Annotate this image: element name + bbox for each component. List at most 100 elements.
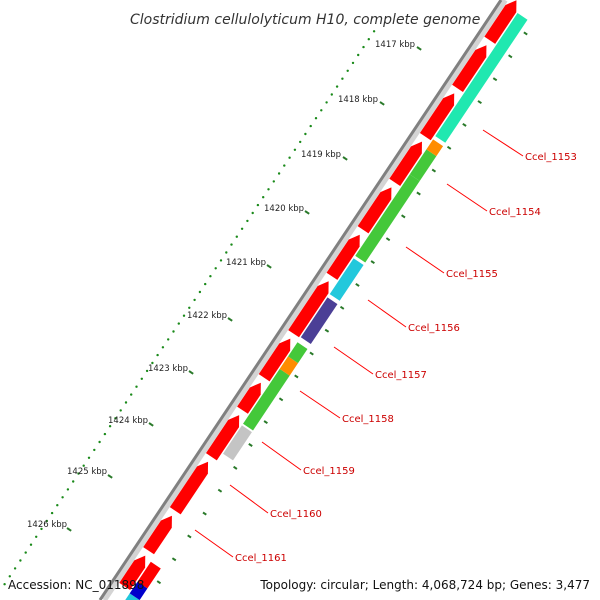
tick-label: 1420 kbp bbox=[264, 204, 304, 214]
tick-dot bbox=[357, 53, 360, 57]
tick-mark bbox=[355, 282, 360, 287]
reverse-gene-block bbox=[223, 425, 252, 461]
tick-mark bbox=[401, 214, 406, 219]
tick-dot bbox=[35, 535, 38, 538]
tick-dot bbox=[362, 45, 365, 49]
forward-gene-arrow bbox=[288, 281, 329, 338]
tick-dot bbox=[204, 282, 207, 286]
forward-gene-arrow bbox=[419, 93, 455, 141]
gene-label-ccel-1159: Ccel_1159 bbox=[303, 466, 355, 477]
tick-dot bbox=[24, 551, 27, 554]
forward-gene-arrow bbox=[357, 187, 392, 234]
tick-label: 1419 kbp bbox=[301, 150, 341, 160]
forward-gene-arrow bbox=[452, 45, 487, 93]
tick-mark bbox=[217, 488, 223, 493]
tick-dot bbox=[45, 519, 48, 523]
tick-dot bbox=[225, 251, 228, 254]
leader-line bbox=[333, 346, 374, 375]
tick-dot bbox=[119, 409, 122, 412]
accession-text: Accession: NC_011898 bbox=[8, 578, 145, 592]
tick-mark bbox=[339, 305, 345, 310]
tick-mark bbox=[266, 264, 272, 269]
reverse-gene-block bbox=[426, 139, 444, 157]
tick-dot bbox=[277, 172, 281, 175]
tick-dot bbox=[145, 369, 149, 373]
tick-mark bbox=[227, 317, 233, 322]
tick-dot bbox=[283, 164, 286, 167]
tick-dot bbox=[293, 148, 297, 151]
tick-dot bbox=[135, 385, 138, 388]
tick-dot bbox=[93, 448, 96, 452]
tick-dot bbox=[66, 488, 70, 491]
tick-mark bbox=[187, 534, 192, 539]
forward-gene-arrow bbox=[143, 515, 172, 555]
tick-dot bbox=[193, 298, 196, 302]
tick-label: 1422 kbp bbox=[187, 311, 227, 321]
genome-backbone-edge bbox=[98, 0, 503, 600]
forward-gene-arrow bbox=[389, 141, 422, 186]
tick-label: 1424 kbp bbox=[108, 416, 148, 426]
tick-dot bbox=[114, 417, 117, 420]
tick-label: 1418 kbp bbox=[338, 95, 378, 105]
tick-dot bbox=[72, 480, 75, 483]
tick-dot bbox=[320, 109, 323, 112]
tick-mark bbox=[431, 168, 437, 173]
tick-dot bbox=[230, 243, 233, 246]
genome-title: Clostridium cellulolyticum H10, complete… bbox=[130, 12, 480, 28]
tick-dot bbox=[77, 472, 80, 475]
tick-label: 1421 kbp bbox=[226, 258, 266, 268]
forward-gene-arrow bbox=[484, 0, 517, 44]
tick-mark bbox=[309, 351, 314, 356]
gene-label-ccel-1156: Ccel_1156 bbox=[408, 323, 460, 334]
tick-dot bbox=[246, 219, 249, 223]
tick-dot bbox=[13, 567, 17, 570]
forward-gene-arrow bbox=[237, 382, 261, 414]
tick-dot bbox=[56, 504, 59, 507]
leader-line bbox=[261, 441, 302, 471]
tick-mark bbox=[416, 46, 422, 51]
tick-dot bbox=[262, 196, 265, 199]
gene-label-ccel-1158: Ccel_1158 bbox=[342, 414, 394, 425]
label-leader-lines bbox=[194, 129, 524, 558]
tick-dot bbox=[372, 30, 376, 33]
tick-dot bbox=[61, 496, 64, 499]
tick-mark bbox=[294, 374, 299, 379]
tick-label: 1417 kbp bbox=[375, 40, 415, 50]
tick-mark bbox=[462, 122, 467, 127]
tick-mark bbox=[324, 328, 330, 333]
tick-mark bbox=[508, 54, 513, 59]
tick-dot bbox=[251, 211, 254, 215]
leader-line bbox=[405, 246, 445, 274]
tick-dot bbox=[108, 425, 112, 428]
tick-dot bbox=[272, 180, 275, 183]
reverse-gene-block bbox=[243, 368, 290, 431]
reverse-gene-block bbox=[129, 581, 148, 600]
tick-dot bbox=[124, 401, 128, 404]
tick-mark bbox=[202, 511, 207, 516]
leader-line bbox=[229, 484, 269, 514]
tick-mark bbox=[188, 370, 194, 375]
tick-dot bbox=[177, 322, 180, 325]
tick-dot bbox=[167, 338, 170, 341]
tick-dot bbox=[335, 85, 339, 88]
forward-gene-arrow bbox=[119, 555, 146, 591]
reverse-gene-block bbox=[329, 258, 364, 301]
tick-mark bbox=[385, 237, 391, 242]
tick-dot bbox=[299, 140, 302, 144]
tick-dot bbox=[325, 101, 328, 104]
tick-mark bbox=[278, 397, 284, 402]
tick-dot bbox=[314, 117, 318, 120]
tick-dot bbox=[3, 583, 6, 586]
tick-marks bbox=[66, 31, 528, 585]
tick-mark bbox=[148, 422, 154, 427]
tick-dot bbox=[130, 393, 133, 396]
reverse-gene-block bbox=[279, 356, 299, 376]
leader-line bbox=[446, 183, 488, 212]
tick-dot bbox=[156, 353, 159, 357]
tick-dot bbox=[140, 377, 143, 380]
tick-dot bbox=[198, 290, 202, 294]
tick-dot bbox=[214, 267, 217, 270]
tick-mark bbox=[263, 420, 268, 425]
tick-dot bbox=[256, 203, 260, 207]
forward-gene-arrow bbox=[205, 415, 240, 461]
